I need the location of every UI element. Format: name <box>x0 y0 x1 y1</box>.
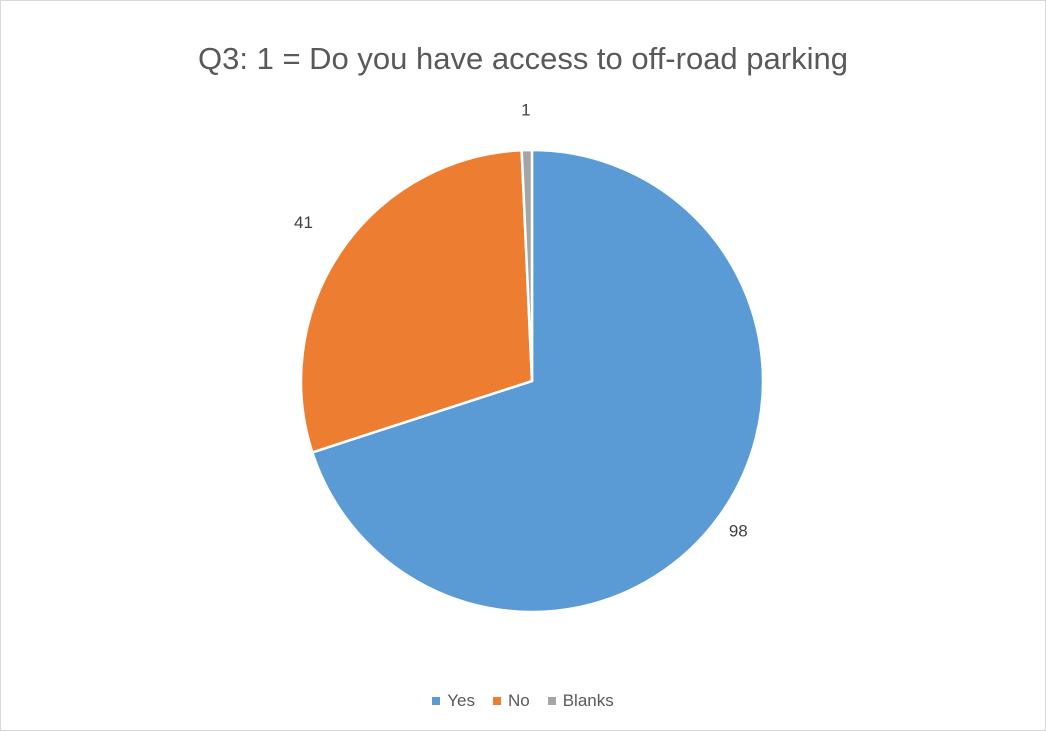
legend-label-no: No <box>507 691 530 710</box>
pie-slice-blanks <box>520 148 534 383</box>
legend-item-no: No <box>492 691 530 711</box>
legend-swatch-yes <box>432 697 441 705</box>
legend-swatch-no <box>492 697 501 705</box>
legend-label-blanks: Blanks <box>562 691 614 710</box>
data-label-no: 41 <box>294 213 313 232</box>
chart-legend: Yes No Blanks <box>1 691 1045 711</box>
legend-item-yes: Yes <box>432 691 475 711</box>
data-label-yes: 98 <box>729 521 748 540</box>
chart-title: Q3: 1 = Do you have access to off-road p… <box>198 41 848 76</box>
legend-item-blanks: Blanks <box>547 691 614 711</box>
pie-slice-yes <box>311 148 765 614</box>
data-label-blanks: 1 <box>521 101 530 120</box>
pie-slice-no <box>299 148 534 454</box>
legend-swatch-blanks <box>547 697 556 705</box>
legend-label-yes: Yes <box>447 691 475 710</box>
